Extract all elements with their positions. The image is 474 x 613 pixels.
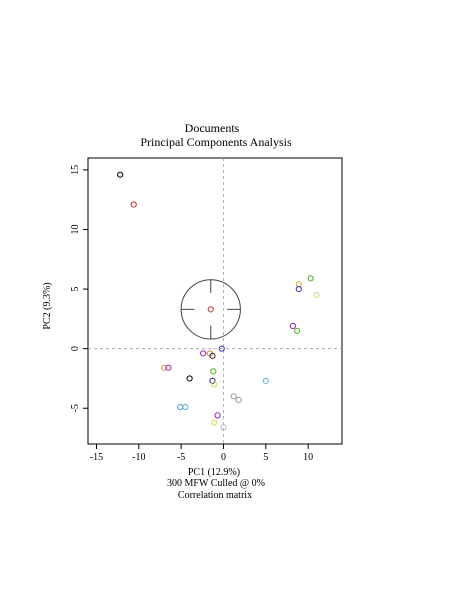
data-point [313, 291, 320, 299]
data-point [235, 396, 242, 404]
data-point [209, 377, 216, 384]
x-tick-label: 0 [221, 452, 226, 463]
reference-lines [88, 158, 342, 444]
x-tick-label: -15 [90, 452, 103, 463]
chart-subtitle: Principal Components Analysis [140, 135, 292, 149]
y-tick-label: 10 [70, 225, 81, 235]
data-point [230, 393, 237, 400]
loading-circle-center [207, 306, 214, 313]
y-axis-label: PC2 (9.3%) [42, 282, 53, 329]
data-point [200, 350, 207, 357]
x-tick-label: -10 [132, 452, 145, 463]
loading-circle [180, 279, 241, 340]
data-point [218, 345, 225, 352]
data-point [177, 403, 184, 411]
data-point [295, 285, 302, 293]
data-points [117, 171, 320, 431]
data-point [294, 327, 301, 334]
plot-frame [87, 157, 343, 445]
data-point [186, 375, 193, 382]
x-axis: -15 -10 -5 0 5 10 [90, 444, 313, 463]
y-tick-label: 5 [70, 287, 81, 292]
data-point [262, 377, 269, 384]
data-point [161, 364, 168, 371]
x-tick-label: 10 [303, 452, 313, 463]
data-point [209, 352, 216, 359]
y-axis: -5 0 5 10 15 [70, 165, 88, 412]
chart-title: Documents [185, 121, 240, 135]
y-tick-label: 0 [70, 346, 81, 351]
data-point [289, 322, 296, 330]
data-point [117, 171, 124, 178]
data-point [211, 419, 218, 426]
data-point [130, 201, 137, 208]
y-tick-label: -5 [70, 404, 81, 412]
data-point [214, 412, 221, 419]
data-point [211, 381, 218, 388]
chart-note-matrix: Correlation matrix [178, 490, 252, 501]
data-point [210, 368, 217, 375]
x-axis-label: PC1 (12.9%) [188, 467, 240, 478]
data-point [220, 424, 227, 431]
x-tick-label: 5 [263, 452, 268, 463]
data-point [307, 275, 314, 282]
data-point [182, 403, 189, 411]
y-tick-label: 15 [70, 165, 81, 175]
x-tick-label: -5 [177, 452, 185, 463]
chart-note-mfw: 300 MFW Culled @ 0% [167, 478, 265, 489]
data-point [165, 364, 172, 371]
